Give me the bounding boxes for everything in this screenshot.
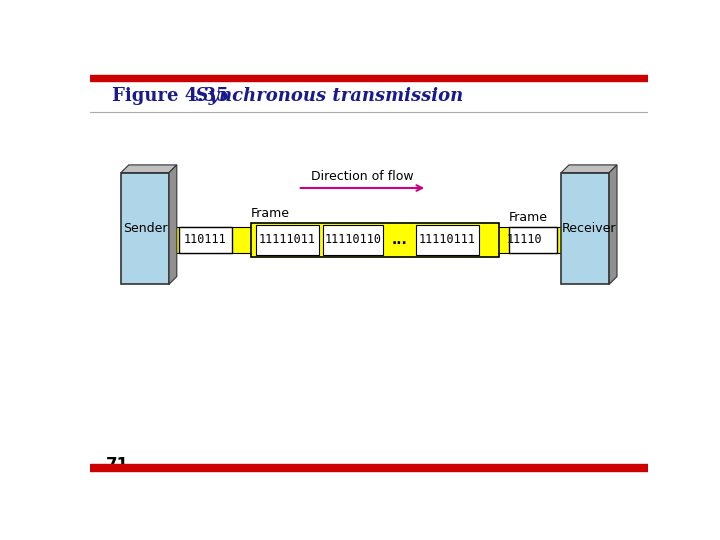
Bar — [323, 225, 383, 255]
Text: 110111: 110111 — [184, 233, 227, 246]
Bar — [415, 225, 479, 255]
Bar — [251, 222, 499, 257]
Bar — [508, 226, 557, 253]
Bar — [170, 226, 561, 253]
Polygon shape — [609, 165, 617, 284]
Polygon shape — [561, 165, 617, 173]
Polygon shape — [169, 165, 177, 284]
Text: 11110111: 11110111 — [419, 233, 476, 246]
Text: 71: 71 — [106, 456, 129, 475]
Text: Sender: Sender — [123, 222, 167, 235]
Text: 11110110: 11110110 — [324, 233, 381, 246]
Bar — [90, 75, 648, 81]
Text: Figure 4.35: Figure 4.35 — [112, 87, 228, 105]
Bar — [121, 173, 169, 284]
Text: 11111011: 11111011 — [259, 233, 316, 246]
Text: Receiver: Receiver — [562, 222, 616, 235]
Bar — [561, 173, 609, 284]
Bar — [256, 225, 320, 255]
Text: ...: ... — [392, 233, 407, 247]
Text: Frame: Frame — [508, 211, 547, 224]
Polygon shape — [121, 165, 177, 173]
Text: Frame: Frame — [251, 207, 290, 220]
Text: Direction of flow: Direction of flow — [311, 171, 414, 184]
Text: 11110: 11110 — [506, 233, 542, 246]
Bar — [179, 226, 232, 253]
Bar — [90, 464, 648, 470]
Text: Synchronous transmission: Synchronous transmission — [183, 87, 463, 105]
